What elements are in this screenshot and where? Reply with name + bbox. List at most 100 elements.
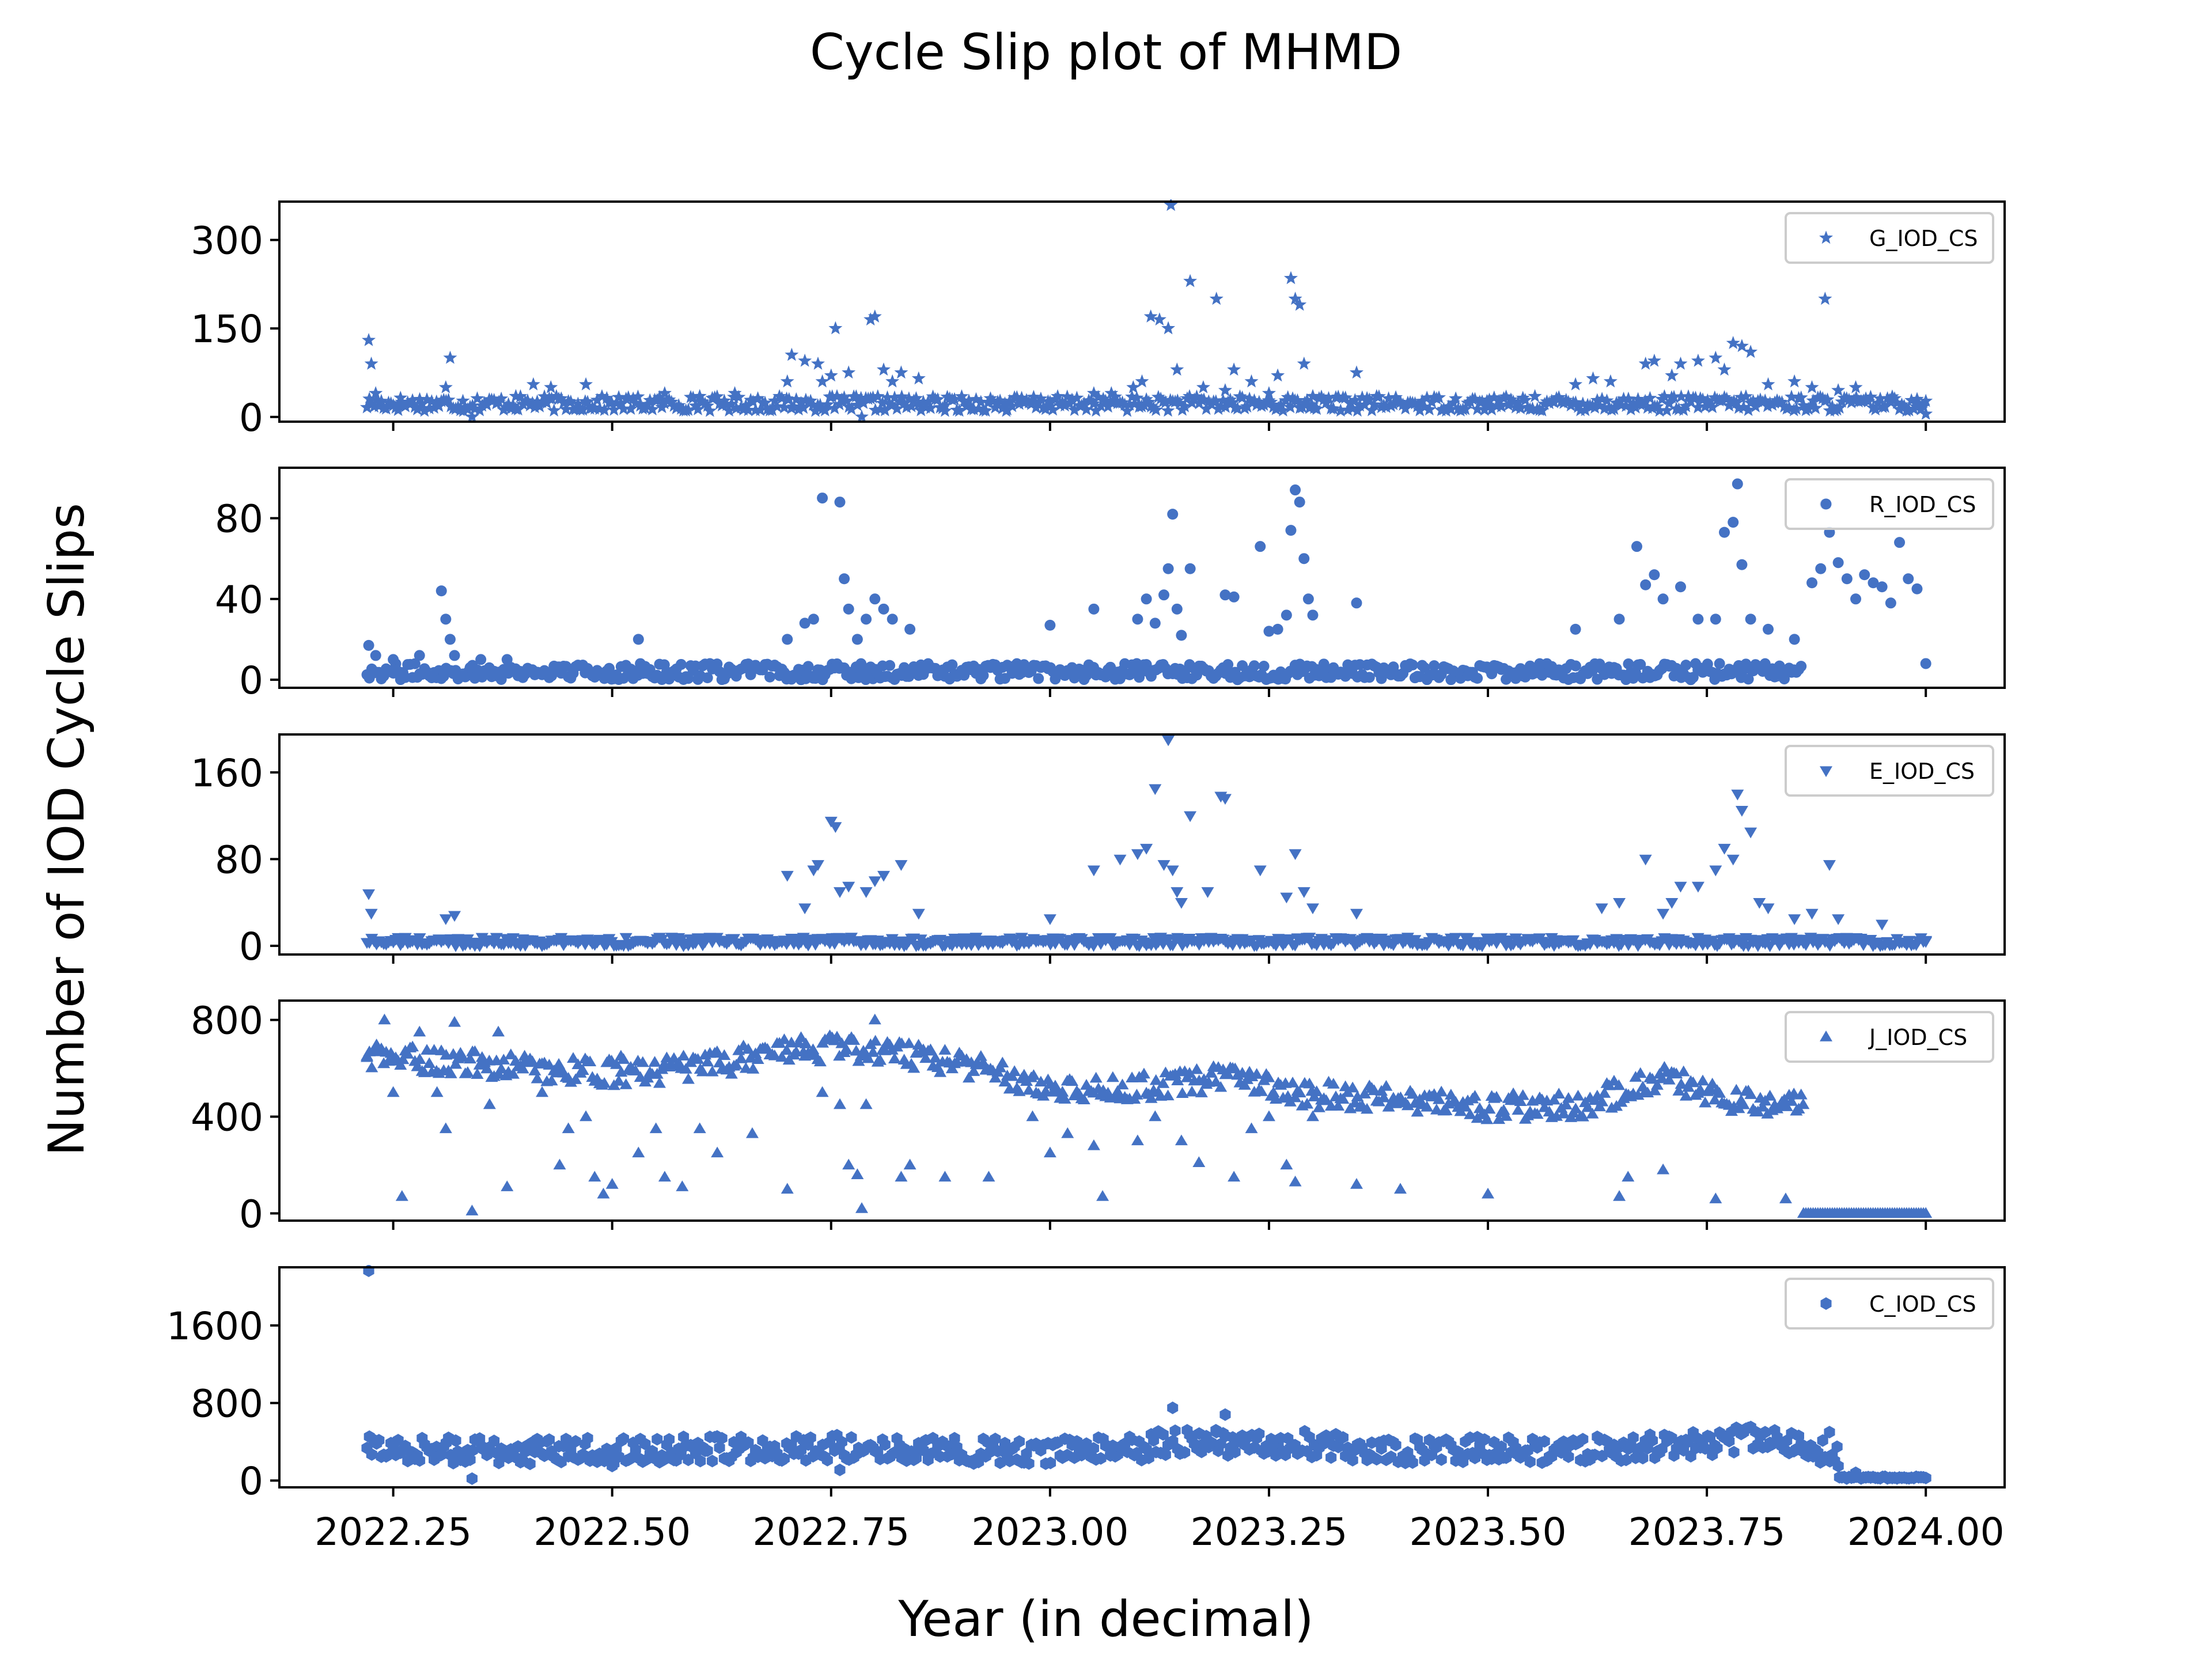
data-point [1131, 1134, 1144, 1146]
data-point [1408, 396, 1422, 410]
data-point [1306, 903, 1319, 915]
data-point [1113, 854, 1127, 866]
data-point [1084, 393, 1099, 407]
data-point [1131, 849, 1144, 860]
data-point [648, 1056, 661, 1067]
data-point [1286, 1077, 1300, 1088]
data-point [866, 390, 880, 404]
data-point [1199, 402, 1214, 415]
data-point [1675, 581, 1686, 593]
data-point [717, 393, 732, 407]
data-point [1195, 1086, 1208, 1097]
data-point [1176, 630, 1187, 641]
data-point [780, 1044, 793, 1055]
data-point [887, 390, 902, 404]
data-point [1569, 377, 1583, 391]
data-point [570, 1435, 581, 1448]
legend: C_IOD_CS [1785, 1278, 1994, 1330]
data-point [1362, 392, 1377, 406]
data-point [1235, 390, 1249, 404]
y-tick-label: 0 [239, 925, 263, 969]
data-point [1353, 398, 1367, 412]
data-point [996, 1056, 1009, 1068]
data-point [811, 357, 825, 370]
data-point [1219, 1408, 1231, 1421]
data-point [639, 1437, 651, 1450]
data-point [409, 658, 421, 669]
data-point [1218, 794, 1232, 805]
data-point [1468, 392, 1482, 406]
data-point [1709, 350, 1723, 364]
data-point [1903, 573, 1914, 585]
data-point [1115, 395, 1130, 409]
data-point [831, 1031, 844, 1042]
subplot-j-iod-cs: 0 400 800 J_IOD_CS [191, 999, 2006, 1236]
data-point [714, 1441, 725, 1455]
data-point [1056, 1086, 1069, 1097]
y-tick-label: 0 [239, 658, 263, 703]
data-point [1719, 527, 1730, 538]
data-point [1264, 395, 1278, 408]
data-point [1674, 389, 1688, 403]
data-point [1679, 399, 1693, 412]
data-point [1104, 386, 1119, 400]
data-point [1441, 399, 1456, 413]
data-point [1183, 389, 1197, 403]
data-point [643, 393, 657, 407]
data-point [1888, 391, 1902, 405]
data-point [1696, 1074, 1709, 1086]
data-point [914, 403, 928, 416]
data-point [597, 403, 612, 416]
data-point [767, 393, 782, 407]
data-point [877, 362, 891, 376]
data-point [410, 402, 425, 415]
data-point [1142, 395, 1156, 408]
data-point [1885, 389, 1899, 403]
data-point [820, 397, 835, 411]
data-point [525, 396, 540, 410]
data-point [1859, 391, 1873, 405]
data-point [798, 353, 812, 367]
data-point [1761, 377, 1775, 391]
data-point [547, 403, 561, 417]
data-point [1863, 389, 1878, 403]
data-point [537, 389, 552, 403]
data-point [546, 670, 558, 681]
data-point [631, 389, 645, 403]
data-point [1516, 1089, 1529, 1100]
data-point [789, 392, 804, 406]
data-point [365, 397, 379, 410]
data-point [1286, 391, 1300, 405]
data-point [373, 1434, 385, 1447]
data-point [1592, 398, 1607, 412]
data-point [1595, 903, 1608, 915]
data-point [1289, 849, 1302, 860]
data-point [1873, 391, 1888, 405]
data-point [579, 1110, 593, 1122]
data-point [1088, 1442, 1099, 1455]
data-point [1677, 1065, 1690, 1077]
data-point [808, 613, 819, 625]
data-point [1919, 1207, 1933, 1218]
data-point [1563, 1450, 1574, 1463]
data-point [384, 396, 398, 410]
data-point [676, 1180, 689, 1191]
data-point [1744, 1088, 1758, 1099]
data-point [1738, 389, 1753, 403]
data-point [1687, 1076, 1700, 1088]
data-point [885, 397, 899, 411]
data-point [1805, 380, 1819, 393]
data-point [1787, 374, 1802, 388]
data-point [528, 1065, 541, 1075]
data-point [1263, 626, 1275, 637]
data-point [1183, 1067, 1196, 1078]
data-point [1122, 397, 1137, 411]
data-point [619, 1078, 632, 1089]
data-point [1024, 397, 1039, 410]
data-point [664, 395, 679, 408]
data-point [366, 1448, 377, 1461]
data-point [923, 401, 938, 414]
data-point [1139, 392, 1154, 406]
data-point [696, 1065, 709, 1077]
data-point [1805, 908, 1819, 920]
